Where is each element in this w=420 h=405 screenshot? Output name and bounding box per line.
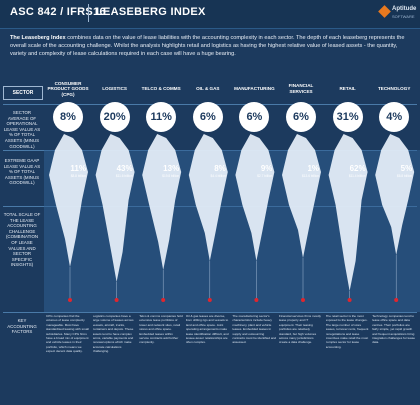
leaseberg-shape [328,134,368,291]
key-factors-text: The manufacturing sector's characteristi… [232,314,277,345]
extreme-lease-value: 13% [163,164,180,173]
leaseberg-shape [142,134,182,270]
sector-average-value: 11% [146,102,177,132]
sector-name: MANUFACTURING [234,86,275,92]
extreme-lease-note: $2.7 billion [257,174,273,178]
depth-marker [394,298,399,302]
extreme-lease-value: 5% [400,164,413,173]
leaseberg-shape [49,134,88,267]
key-factors-text: Telco & comms companies hold extensive l… [139,314,183,345]
key-factors-text: CPG companies find the volumes of lease … [46,314,89,354]
sector-average-value: 6% [192,102,223,132]
sector-average-label: SECTOR AVERAGE OF OPERATIONAL LEASE VALU… [3,110,41,149]
leaseberg-shape [282,134,321,258]
key-factors-text: The retail sector is the most exposed to… [325,314,369,349]
sector-average-value: 4% [379,102,410,132]
title-divider [88,4,89,22]
logo-subtext: SOFTWARE [392,14,415,19]
leaseberg-shape [375,134,415,255]
extreme-lease-note: $4.4 billion [210,174,226,178]
depth-marker [207,298,212,302]
sector-average-value: 8% [53,102,83,132]
intro-paragraph: The Leaseberg Index combines data on the… [10,34,410,58]
key-factors-text: Financial services firms mostly lease pr… [279,314,321,345]
key-factors-text: Logistics companies have a large volume … [92,314,134,354]
extreme-lease-label: EXTREME GAAP LEASE VALUE AS % OF TOTAL A… [3,158,41,186]
key-factors-text: Oil & gas leases are diverse, from drill… [185,314,229,345]
total-scale-label: TOTAL SCALE OF THE LEASE ACCOUNTING CHAL… [3,212,41,268]
extreme-lease-value: 11% [70,164,86,173]
sector-average-value: 6% [286,102,316,132]
intro-body: combines data on the value of lease liab… [10,35,405,57]
page-header: ASC 842 / IFRS16 LEASEBERG INDEX Aptitud… [0,0,420,29]
sector-name: RETAIL [339,86,356,92]
logo-text: Aptitude [392,6,417,12]
sector-name: LOGISTICS [102,86,127,92]
extreme-lease-note: $11.6 billion [115,174,133,178]
sector-row-label: SECTOR [3,86,43,100]
depth-marker [114,298,119,302]
extreme-lease-note: $8.8 billion [70,174,86,178]
extreme-lease-value: 43% [116,164,133,173]
depth-marker [347,298,352,302]
index-title: LEASEBERG INDEX [96,6,206,18]
standard-title: ASC 842 / IFRS16 [10,6,106,18]
sector-name: TECHNOLOGY [377,86,411,92]
extreme-lease-note: $6.8 billion [396,174,413,178]
depth-marker [254,298,259,302]
sector-name: FINANCIAL SERVICES [288,83,314,94]
sector-name: TELCO & COMMS [141,86,181,92]
depth-marker [161,298,166,302]
sector-name: OIL & GAS [196,86,220,92]
extreme-lease-value: 8% [214,164,226,173]
extreme-lease-value: 1% [307,164,319,173]
extreme-lease-value: 9% [260,164,273,173]
key-factors-text: Technology companies tend to lease offic… [372,314,416,345]
extreme-lease-note: $19.8 billion [162,174,180,178]
key-factors-label: KEY ACCOUNTING FACTORS [7,318,37,335]
divider-line [3,312,417,313]
extreme-lease-note: $11.4 billion [348,174,366,178]
extreme-lease-note: $13.6 billion [301,174,319,178]
aptitude-logo: Aptitude SOFTWARE [378,4,417,24]
leaseberg-shape [95,134,135,282]
sector-average-value: 6% [239,102,270,132]
depth-marker [301,298,305,302]
sector-average-value: 31% [332,102,363,132]
sector-average-value: 20% [99,102,130,132]
leaseberg-shape [188,134,228,261]
depth-marker [68,298,72,302]
sector-name: CONSUMER PRODUCT GOODS (CPG) [47,80,89,97]
intro-lead: The Leaseberg Index [10,35,66,41]
leaseberg-shape [235,134,275,261]
extreme-lease-value: 62% [349,164,366,173]
